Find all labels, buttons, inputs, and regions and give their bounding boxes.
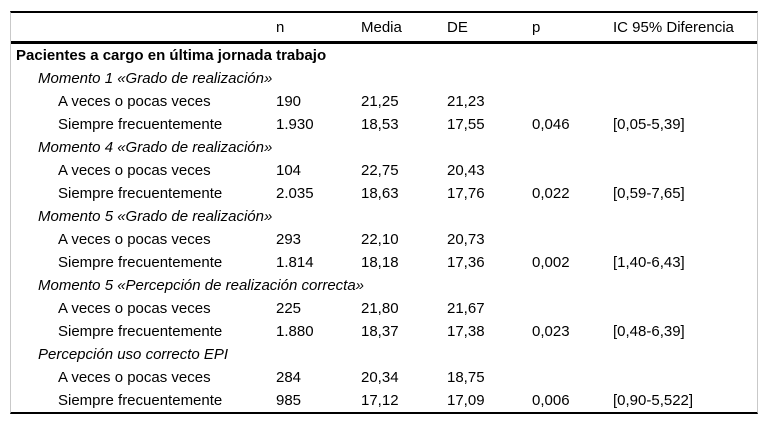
cell-de: 20,43 (447, 162, 485, 179)
cell-n: 1.930 (276, 116, 314, 133)
row-label: A veces o pocas veces (58, 231, 211, 248)
row-label: Siempre frecuentemente (58, 254, 223, 271)
cell-n: 1.814 (276, 254, 314, 271)
cell-media: 20,34 (361, 369, 399, 386)
cell-media: 18,37 (361, 323, 399, 340)
cell-p: 0,006 (532, 392, 570, 409)
table-row: A veces o pocas veces 104 22,75 20,43 (11, 159, 757, 182)
row-label: Siempre frecuentemente (58, 392, 223, 409)
cell-media: 18,18 (361, 254, 399, 271)
cell-media: 22,10 (361, 231, 399, 248)
table-row: A veces o pocas veces 190 21,25 21,23 (11, 90, 757, 113)
cell-p: 0,046 (532, 116, 570, 133)
cell-n: 985 (276, 392, 302, 409)
table-row: Siempre frecuentemente 1.880 18,37 17,38… (11, 320, 757, 343)
row-label: Momento 4 «Grado de realización» (38, 139, 273, 156)
cell-de: 20,73 (447, 231, 485, 248)
row-label: Percepción uso correcto EPI (38, 346, 229, 363)
table-row: Siempre frecuentemente 1.930 18,53 17,55… (11, 113, 757, 136)
header-de: DE (447, 18, 468, 36)
cell-media: 18,63 (361, 185, 399, 202)
row-label: Pacientes a cargo en última jornada trab… (16, 47, 327, 64)
cell-de: 18,75 (447, 369, 485, 386)
cell-n: 2.035 (276, 185, 314, 202)
cell-p: 0,023 (532, 323, 570, 340)
header-n: n (276, 18, 285, 36)
header-p: p (532, 18, 541, 36)
cell-de: 21,67 (447, 300, 485, 317)
cell-media: 22,75 (361, 162, 399, 179)
cell-de: 17,76 (447, 185, 485, 202)
cell-p: 0,002 (532, 254, 570, 271)
row-label: Momento 1 «Grado de realización» (38, 70, 273, 87)
cell-de: 17,09 (447, 392, 485, 409)
row-label: A veces o pocas veces (58, 300, 211, 317)
cell-ic: [0,59-7,65] (613, 185, 685, 202)
row-label: Momento 5 «Percepción de realización cor… (38, 277, 365, 294)
cell-n: 284 (276, 369, 302, 386)
table-row: Percepción uso correcto EPI (11, 343, 757, 366)
cell-de: 17,38 (447, 323, 485, 340)
cell-ic: [0,90-5,522] (613, 392, 694, 409)
header-ic: IC 95% Diferencia (613, 18, 734, 36)
cell-media: 21,80 (361, 300, 399, 317)
cell-n: 104 (276, 162, 302, 179)
table-row: A veces o pocas veces 293 22,10 20,73 (11, 228, 757, 251)
row-label: Siempre frecuentemente (58, 185, 223, 202)
row-label: A veces o pocas veces (58, 162, 211, 179)
table-body: Pacientes a cargo en última jornada trab… (11, 44, 757, 412)
cell-ic: [1,40-6,43] (613, 254, 685, 271)
cell-media: 17,12 (361, 392, 399, 409)
row-label: Siempre frecuentemente (58, 323, 223, 340)
cell-de: 17,55 (447, 116, 485, 133)
table-header-row: n Media DE p IC 95% Diferencia (11, 13, 757, 44)
header-media: Media (361, 18, 402, 36)
cell-ic: [0,48-6,39] (613, 323, 685, 340)
row-label: A veces o pocas veces (58, 93, 211, 110)
table-row: Momento 5 «Percepción de realización cor… (11, 274, 757, 297)
cell-n: 1.880 (276, 323, 314, 340)
table-row: Momento 4 «Grado de realización» (11, 136, 757, 159)
cell-n: 190 (276, 93, 302, 110)
row-label: Siempre frecuentemente (58, 116, 223, 133)
cell-n: 293 (276, 231, 302, 248)
table-row: Siempre frecuentemente 2.035 18,63 17,76… (11, 182, 757, 205)
cell-ic: [0,05-5,39] (613, 116, 685, 133)
cell-media: 18,53 (361, 116, 399, 133)
cell-de: 21,23 (447, 93, 485, 110)
table-row: Siempre frecuentemente 1.814 18,18 17,36… (11, 251, 757, 274)
table-row: Momento 5 «Grado de realización» (11, 205, 757, 228)
row-label: A veces o pocas veces (58, 369, 211, 386)
cell-p: 0,022 (532, 185, 570, 202)
table-row: Momento 1 «Grado de realización» (11, 67, 757, 90)
row-label: Momento 5 «Grado de realización» (38, 208, 273, 225)
stats-table: n Media DE p IC 95% Diferencia Pacientes… (10, 11, 758, 414)
cell-de: 17,36 (447, 254, 485, 271)
table-row: Siempre frecuentemente 985 17,12 17,09 0… (11, 389, 757, 412)
cell-media: 21,25 (361, 93, 399, 110)
table-row: Pacientes a cargo en última jornada trab… (11, 44, 757, 67)
cell-n: 225 (276, 300, 302, 317)
table-row: A veces o pocas veces 225 21,80 21,67 (11, 297, 757, 320)
table-row: A veces o pocas veces 284 20,34 18,75 (11, 366, 757, 389)
